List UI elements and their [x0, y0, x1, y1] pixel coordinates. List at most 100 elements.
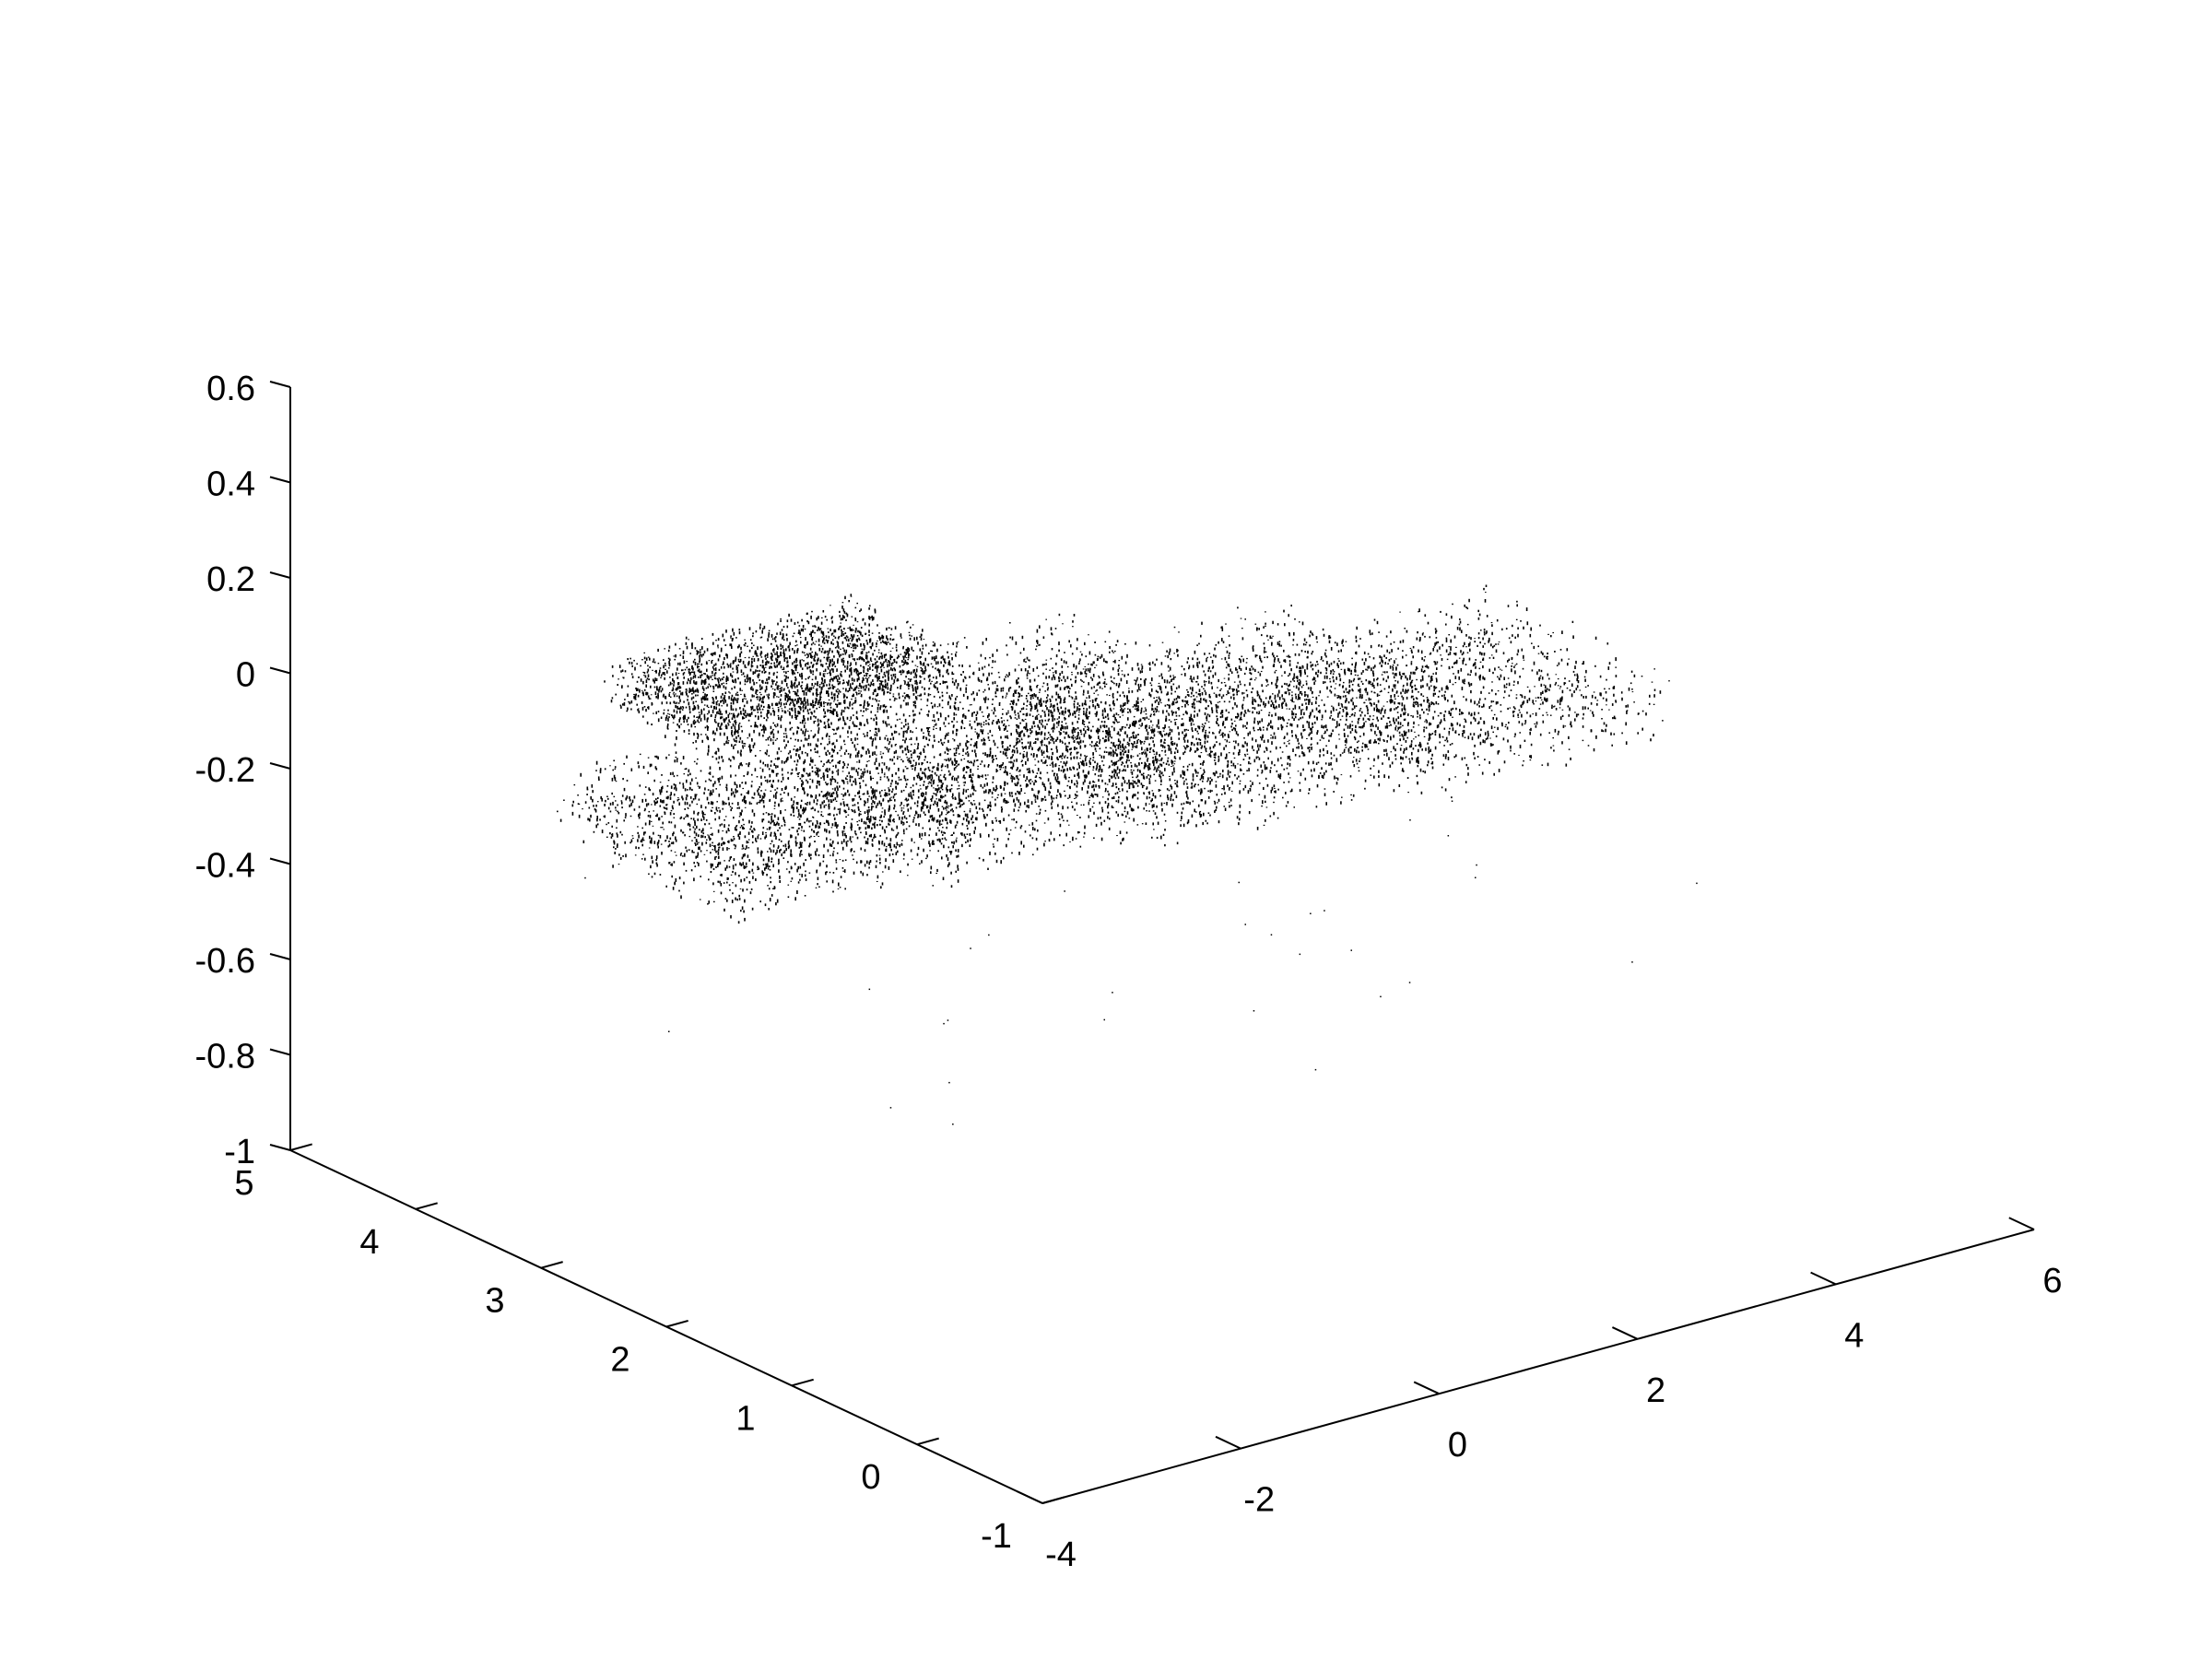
- data-point: [1043, 664, 1045, 666]
- data-point: [714, 652, 716, 655]
- data-point: [1127, 708, 1129, 710]
- data-point: [1112, 750, 1114, 754]
- data-point: [928, 727, 931, 729]
- data-point: [734, 679, 736, 681]
- data-point: [828, 636, 830, 639]
- data-point: [816, 668, 818, 672]
- data-point: [876, 665, 877, 669]
- data-point: [1070, 747, 1072, 750]
- data-point: [962, 671, 964, 674]
- data-point: [876, 694, 877, 697]
- data-point: [1073, 703, 1076, 706]
- data-point: [676, 688, 677, 691]
- data-point: [1171, 679, 1172, 682]
- data-point: [804, 718, 806, 722]
- z-tick: [269, 381, 291, 388]
- data-point: [1038, 747, 1040, 752]
- data-point: [1232, 688, 1234, 692]
- data-point: [653, 658, 655, 661]
- data-point: [822, 682, 825, 685]
- data-point: [1109, 704, 1111, 707]
- data-point: [950, 851, 953, 853]
- data-point: [746, 676, 748, 679]
- data-point: [722, 633, 724, 638]
- data-point: [924, 813, 926, 816]
- data-point: [1171, 761, 1173, 765]
- data-point: [888, 749, 889, 753]
- data-point: [1188, 763, 1191, 766]
- data-point: [1042, 672, 1044, 675]
- data-point: [679, 717, 681, 720]
- data-point: [914, 767, 916, 769]
- data-point: [885, 721, 887, 724]
- data-point: [776, 653, 778, 655]
- data-point: [700, 697, 703, 701]
- data-point: [1112, 692, 1114, 695]
- data-point: [930, 650, 932, 652]
- data-point: [823, 715, 825, 718]
- data-point: [948, 773, 950, 776]
- data-point: [1154, 766, 1156, 770]
- data-point: [1106, 751, 1108, 753]
- data-point: [1001, 764, 1004, 767]
- data-point: [852, 682, 854, 684]
- data-point: [1168, 733, 1170, 737]
- data-point: [706, 694, 708, 697]
- data-point: [898, 776, 900, 779]
- data-point: [700, 734, 702, 735]
- data-point: [1074, 711, 1077, 715]
- data-point: [834, 779, 837, 783]
- data-point: [1135, 720, 1137, 724]
- data-point: [834, 646, 837, 649]
- data-point: [852, 643, 854, 647]
- data-point: [737, 724, 740, 728]
- data-point: [1145, 802, 1147, 806]
- data-point: [1104, 782, 1107, 785]
- data-point: [1077, 830, 1079, 834]
- data-point: [1150, 729, 1152, 732]
- data-point: [878, 679, 881, 682]
- data-point: [962, 818, 965, 820]
- data-point: [812, 692, 814, 696]
- data-point: [1085, 712, 1087, 717]
- data-point: [1125, 815, 1127, 818]
- data-point: [847, 682, 850, 685]
- data-point: [922, 762, 924, 764]
- data-point: [686, 719, 688, 723]
- data-point: [920, 768, 922, 771]
- data-point: [1014, 668, 1017, 672]
- data-point: [876, 675, 878, 679]
- data-point: [1039, 625, 1041, 629]
- data-point: [1088, 801, 1090, 806]
- data-point: [1058, 679, 1060, 683]
- data-point: [1034, 799, 1037, 801]
- data-point: [693, 671, 696, 676]
- data-point: [809, 647, 812, 651]
- data-point: [912, 759, 915, 762]
- data-point: [908, 695, 911, 700]
- data-point: [1076, 710, 1077, 712]
- data-point: [908, 653, 910, 657]
- data-point: [781, 768, 783, 771]
- data-point: [1092, 725, 1094, 728]
- data-point: [950, 784, 953, 786]
- data-point: [1054, 684, 1057, 688]
- data-point: [899, 817, 900, 820]
- data-point: [803, 660, 805, 662]
- data-point: [741, 740, 744, 744]
- data-point: [981, 726, 982, 728]
- data-point: [657, 692, 659, 697]
- data-point: [975, 747, 978, 749]
- data-point: [888, 793, 890, 796]
- data-point: [915, 679, 917, 684]
- data-point: [848, 679, 850, 683]
- data-point: [708, 710, 710, 713]
- data-point: [912, 650, 914, 652]
- data-point: [932, 641, 935, 643]
- data-point: [915, 761, 917, 766]
- data-point: [780, 653, 782, 657]
- data-point: [759, 626, 761, 629]
- data-point: [989, 808, 992, 812]
- data-point: [795, 661, 797, 664]
- data-point: [778, 662, 780, 665]
